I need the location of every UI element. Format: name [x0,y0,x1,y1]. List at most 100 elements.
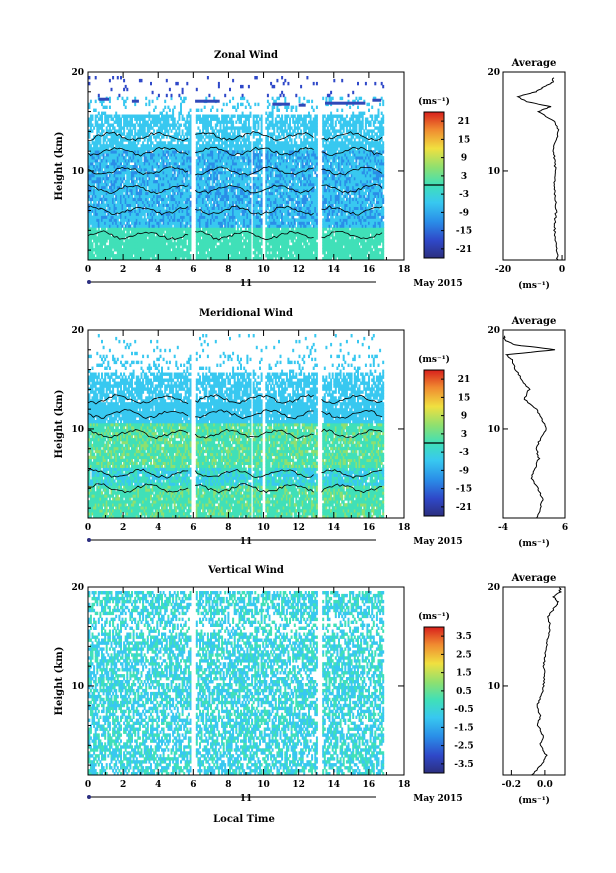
heatmap-cell [190,236,192,239]
heatmap-cell [190,156,192,159]
heatmap-cell [218,118,220,121]
heatmap-cell [131,118,133,121]
heatmap-cell [190,204,192,207]
heatmap-cell [227,242,229,245]
heatmap-cell [231,147,233,150]
heatmap-cell [88,103,90,106]
heatmap-cell [164,100,166,103]
heatmap-cell [250,221,252,224]
heatmap-cell [261,242,263,245]
heatmap-cell [207,248,209,251]
heatmap-cell [101,115,103,118]
heatmap-cell [134,103,136,106]
heatmap-cell [145,103,147,106]
heatmap-cell [122,224,124,227]
heatmap-cell [183,100,185,103]
heatmap-cell [224,213,226,216]
heatmap-cell [153,177,155,180]
heatmap-cell [256,198,258,201]
heatmap-cell [261,121,263,124]
heatmap-cell [126,88,128,91]
heatmap-cell [269,126,271,129]
heatmap-cell [270,82,272,85]
heatmap-cell [190,153,192,156]
heatmap-cell [109,100,111,103]
heatmap-cell [221,109,223,112]
heatmap-cell [152,91,154,94]
heatmap-cell [190,254,192,257]
heatmap-cell [261,218,263,221]
heatmap-cell [147,132,149,135]
heatmap-cell [207,204,209,207]
heatmap-cell [213,245,215,248]
heatmap-cell [197,168,199,171]
heatmap-cell [250,236,252,239]
heatmap-cell [250,147,252,150]
heatmap-cell [261,248,263,251]
heatmap-cell [129,135,131,138]
heatmap-cell [144,138,146,141]
heatmap-cell [267,118,269,121]
heatmap-cell [123,230,125,233]
heatmap-cell [95,118,97,121]
heatmap-cell [183,135,185,138]
heatmap-cell [213,180,215,183]
heatmap-cell [190,192,192,195]
heatmap-cell [98,112,100,115]
heatmap-cell [99,141,101,144]
heatmap-cell [134,204,136,207]
heatmap-cell [112,251,114,254]
heatmap-cell [213,141,215,144]
heatmap-cell [134,126,136,129]
heatmap-cell [208,183,210,186]
heatmap-cell [250,141,252,144]
heatmap-cell [158,201,160,204]
heatmap-cell [239,138,241,141]
heatmap-cell [178,132,180,135]
heatmap-cell [131,121,133,124]
heatmap-cell [269,103,271,106]
heatmap-cell [232,97,234,100]
heatmap-cell [93,126,95,129]
heatmap-cell [215,242,217,245]
heatmap-cell [109,126,111,129]
heatmap-cell [253,135,255,138]
heatmap-cell [250,201,252,204]
heatmap-cell [226,118,228,121]
heatmap-cell [199,236,201,239]
heatmap-cell [153,109,155,112]
heatmap-cell [267,106,269,109]
heatmap-cell [185,239,187,242]
heatmap-cell [155,138,157,141]
heatmap-cell [125,207,127,210]
heatmap-cell [261,183,263,186]
heatmap-cell [210,124,212,127]
heatmap-cell [169,248,171,251]
heatmap-cell [254,251,256,254]
heatmap-cell [232,121,234,124]
heatmap-cell [207,118,209,121]
heatmap-cell [158,159,160,162]
heatmap-cell [90,144,92,147]
heatmap-cell [240,141,242,144]
heatmap-cell [205,97,207,100]
heatmap-cell [239,224,241,227]
heatmap-cell [269,251,271,254]
heatmap-cell [243,183,245,186]
heatmap-cell [272,174,274,177]
heatmap-cell [174,106,176,109]
heatmap-cell [248,103,250,106]
heatmap-cell [126,118,128,121]
heatmap-cell [98,129,100,132]
heatmap-cell [234,218,236,221]
heatmap-cell [164,153,166,156]
heatmap-cell [106,106,108,109]
heatmap-cell [155,213,157,216]
heatmap-cell [167,106,169,109]
heatmap-cell [141,216,143,219]
heatmap-cell [145,218,147,221]
heatmap-cell [239,213,241,216]
heatmap-cell [245,165,247,168]
heatmap-cell [129,207,131,210]
heatmap-cell [216,174,218,177]
